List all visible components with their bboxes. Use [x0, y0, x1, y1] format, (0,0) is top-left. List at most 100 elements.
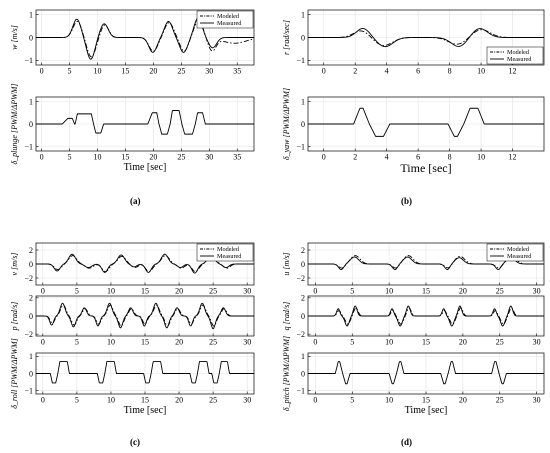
- y-tick-label: 0: [301, 120, 305, 129]
- y-tick-label: 1: [301, 10, 305, 19]
- caption-d: (d): [401, 437, 412, 447]
- series-line-input: [308, 361, 544, 385]
- y-tick-label: 0: [301, 369, 305, 378]
- x-tick-label: 25: [496, 338, 504, 347]
- plot-frame: [35, 295, 255, 337]
- x-tick-label: 0: [313, 287, 317, 296]
- chart-panel-a2: 0 5 10 15 20 25 30 35 −1 0 1 Time [sec] δ_plunge [PW…: [10, 83, 255, 173]
- x-axis-label: Time [sec]: [124, 162, 167, 173]
- y-tick-label: −1: [296, 142, 305, 151]
- x-tick-label: 15: [141, 396, 149, 405]
- x-tick-label: 25: [209, 396, 217, 405]
- y-tick-label: 1: [301, 352, 305, 361]
- series-line-measured: [36, 17, 254, 60]
- x-tick-label: 5: [75, 338, 79, 347]
- y-tick-label: 0: [29, 260, 33, 269]
- legend-box: [486, 243, 544, 262]
- x-tick-label: 10: [385, 396, 393, 405]
- plot-frame: [35, 352, 255, 395]
- chart-panel-c2: 0 5 10 15 20 25 30 −2 0 2 p [rad/s]: [10, 294, 255, 347]
- x-tick-label: 5: [350, 338, 354, 347]
- y-axis-label: u [m/s]: [282, 252, 291, 275]
- y-tick-label: 1: [301, 97, 305, 106]
- y-tick-label: −1: [24, 386, 33, 395]
- y-tick-label: −1: [24, 56, 33, 65]
- x-tick-label: 2: [353, 67, 357, 76]
- legend-label: Measured: [507, 253, 532, 260]
- x-tick-label: 12: [509, 153, 517, 162]
- x-tick-label: 6: [416, 153, 420, 162]
- series-line-modeled: [36, 304, 254, 327]
- x-tick-label: 15: [141, 287, 149, 296]
- y-tick-label: 1: [29, 97, 33, 106]
- x-tick-label: 0: [313, 396, 317, 405]
- y-tick-label: −1: [296, 56, 305, 65]
- x-axis-label: Time [sec]: [405, 405, 448, 416]
- x-tick-label: 5: [350, 287, 354, 296]
- x-tick-label: 15: [422, 396, 430, 405]
- x-tick-label: 25: [496, 396, 504, 405]
- x-tick-label: 10: [93, 153, 101, 162]
- x-tick-label: 5: [75, 287, 79, 296]
- x-tick-label: 30: [205, 153, 213, 162]
- x-tick-label: 0: [41, 396, 45, 405]
- x-tick-label: 20: [459, 338, 467, 347]
- series-line-measured: [308, 28, 544, 48]
- y-tick-label: 1: [29, 10, 33, 19]
- series-line-measured: [36, 253, 254, 274]
- x-tick-label: 30: [243, 287, 251, 296]
- x-tick-label: 20: [149, 67, 157, 76]
- series-line-input: [308, 107, 544, 137]
- x-tick-label: 12: [509, 67, 517, 76]
- y-tick-label: 2: [301, 246, 305, 255]
- y-tick-label: 1: [29, 352, 33, 361]
- legend-label: Measured: [217, 20, 242, 27]
- y-axis-label: w [m/s]: [10, 25, 19, 50]
- plot-frame: [307, 352, 545, 395]
- y-tick-label: −2: [296, 274, 305, 283]
- x-tick-label: 15: [422, 338, 430, 347]
- x-tick-label: 10: [477, 67, 485, 76]
- series-line-measured: [308, 305, 544, 327]
- legend-box: [486, 46, 544, 65]
- y-axis-label: δ_yaw [PWM/ΔPWM]: [282, 88, 291, 160]
- x-tick-label: 4: [385, 153, 389, 162]
- y-tick-label: −1: [296, 386, 305, 395]
- plot-frame: [307, 295, 545, 337]
- x-tick-label: 10: [107, 396, 115, 405]
- y-axis-label: v [m/s]: [10, 253, 19, 276]
- y-tick-label: 2: [29, 294, 33, 303]
- x-tick-label: 20: [175, 338, 183, 347]
- y-tick-label: −2: [24, 274, 33, 283]
- x-tick-label: 4: [385, 67, 389, 76]
- x-tick-label: 5: [68, 67, 72, 76]
- legend-label: Modeled: [507, 49, 530, 56]
- x-tick-label: 0: [40, 67, 44, 76]
- legend-label: Modeled: [217, 13, 240, 20]
- x-tick-label: 0: [322, 67, 326, 76]
- plot-frame: [35, 242, 255, 286]
- x-tick-label: 0: [313, 338, 317, 347]
- x-tick-label: 15: [121, 153, 129, 162]
- y-axis-label: q [rad/s]: [282, 302, 291, 331]
- x-tick-label: 30: [243, 396, 251, 405]
- legend-label: Modeled: [217, 246, 240, 253]
- legend-box: [196, 10, 254, 29]
- y-tick-label: −2: [296, 330, 305, 339]
- y-tick-label: 2: [301, 294, 305, 303]
- legend-label: Modeled: [507, 246, 530, 253]
- legend-label: Measured: [507, 56, 532, 63]
- x-tick-label: 10: [385, 338, 393, 347]
- legend-label: Measured: [217, 253, 242, 260]
- y-tick-label: 0: [29, 312, 33, 321]
- y-axis-label: δ_pitch [PWM/ΔPWM]: [282, 336, 291, 411]
- x-tick-label: 0: [40, 153, 44, 162]
- x-tick-label: 30: [205, 67, 213, 76]
- x-tick-label: 30: [533, 396, 541, 405]
- x-tick-label: 8: [448, 153, 452, 162]
- x-tick-label: 15: [422, 287, 430, 296]
